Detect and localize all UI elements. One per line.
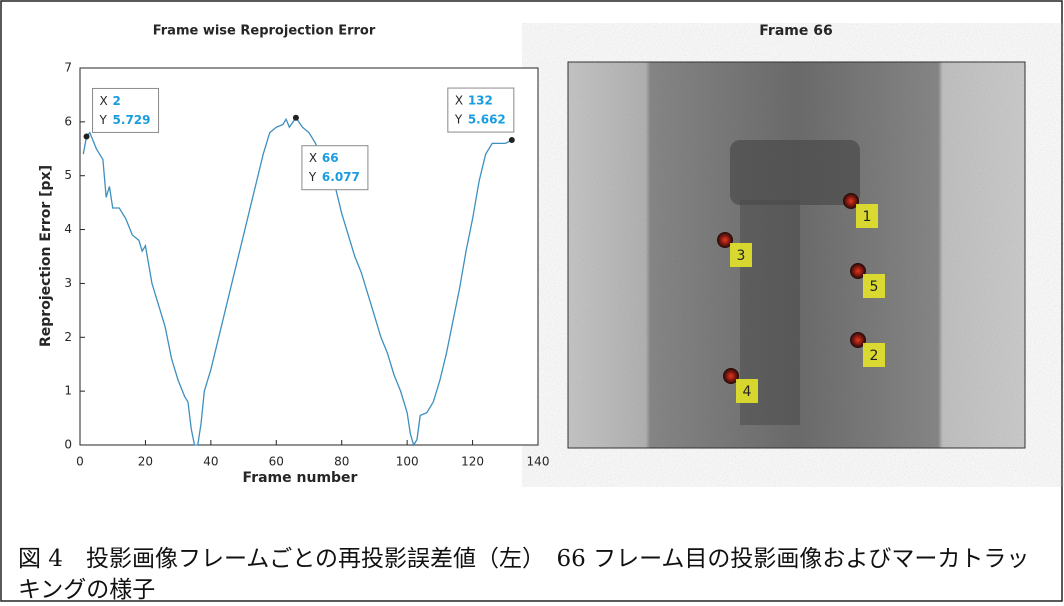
datatip-y-label: Y [454, 113, 463, 127]
x-tick-label: 20 [138, 455, 153, 469]
figure: Frame wise Reprojection Error Frame numb… [0, 0, 1064, 603]
y-tick-label: 5 [64, 168, 72, 182]
image-title: Frame 66 [759, 23, 832, 39]
datatip-x-label: X [309, 151, 317, 165]
datatip-y-value: 5.662 [468, 113, 506, 127]
datatip-point [84, 133, 90, 139]
marker-label: 5 [870, 279, 879, 295]
datatip-y-value: 6.077 [322, 170, 360, 184]
xray-part [730, 140, 860, 205]
x-tick-label: 40 [203, 455, 218, 469]
datatip-x-value: 66 [322, 151, 339, 165]
datatip-x-value: 132 [468, 94, 493, 108]
datatip-y-value: 5.729 [113, 113, 151, 127]
datatip-x-label: X [100, 94, 108, 108]
x-tick-label: 60 [269, 455, 284, 469]
datatip-point [293, 115, 299, 121]
y-tick-label: 4 [64, 222, 72, 236]
marker-label: 2 [870, 348, 879, 364]
x-axis-label: Frame number [243, 470, 358, 486]
chart-title: Frame wise Reprojection Error [153, 24, 376, 39]
y-tick-label: 0 [64, 438, 72, 452]
x-tick-label: 80 [334, 455, 349, 469]
datatip-y-label: Y [308, 170, 317, 184]
marker-label: 4 [743, 384, 752, 400]
datatip-y-label: Y [99, 113, 108, 127]
marker-label: 3 [737, 248, 746, 264]
datatip-x-value: 2 [113, 94, 121, 108]
datatip-x-label: X [455, 94, 463, 108]
y-tick-label: 2 [64, 330, 72, 344]
marker-label: 1 [863, 209, 872, 225]
y-tick-label: 1 [64, 384, 72, 398]
caption: 図 4 投影画像フレームごとの再投影誤差値（左） 66 フレーム目の投影画像およ… [18, 544, 1048, 606]
x-tick-label: 120 [461, 455, 484, 469]
x-tick-label: 140 [527, 455, 550, 469]
x-tick-label: 100 [396, 455, 419, 469]
y-tick-label: 6 [64, 114, 72, 128]
y-tick-label: 3 [64, 276, 72, 290]
image-panel [568, 62, 1025, 448]
y-tick-label: 7 [64, 61, 72, 75]
y-axis-label: Reprojection Error [px] [38, 165, 54, 347]
datatip-point [509, 137, 515, 143]
x-tick-label: 0 [76, 455, 84, 469]
page: Frame wise Reprojection Error Frame numb… [0, 0, 1064, 603]
